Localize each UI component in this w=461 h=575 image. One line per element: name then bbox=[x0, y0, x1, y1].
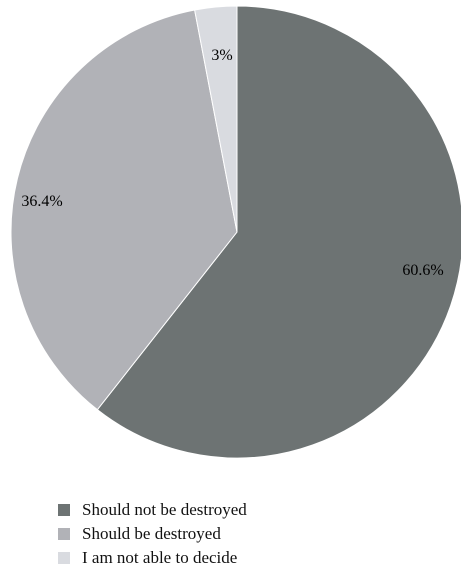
pie-slice-should-not-be-destroyed bbox=[96, 5, 461, 459]
legend-label-should-not-be-destroyed: Should not be destroyed bbox=[82, 500, 247, 519]
legend-item-should-not-be-destroyed: Should not be destroyed bbox=[58, 498, 247, 522]
legend-label-not-able-to-decide: I am not able to decide bbox=[82, 548, 238, 567]
pie-slice-should-be-destroyed bbox=[10, 9, 238, 411]
legend-item-not-able-to-decide: I am not able to decide bbox=[58, 546, 247, 570]
pie-slice-i-am-not-able-to-decide bbox=[194, 5, 238, 233]
legend-swatch-should-not-be-destroyed bbox=[58, 504, 70, 516]
legend-swatch-should-be-destroyed bbox=[58, 528, 70, 540]
slice-label-i-am-not-able-to-decide: 3% bbox=[211, 47, 232, 64]
legend-item-should-be-destroyed: Should be destroyed bbox=[58, 522, 247, 546]
legend-label-should-be-destroyed: Should be destroyed bbox=[82, 524, 221, 543]
legend: Should not be destroyed Should be destro… bbox=[58, 498, 247, 570]
slice-label-should-be-destroyed: 36.4% bbox=[21, 193, 62, 210]
pie-chart-canvas: 60.6% 36.4% 3% bbox=[10, 5, 461, 459]
legend-swatch-not-able-to-decide bbox=[58, 552, 70, 564]
slice-label-should-not-be-destroyed: 60.6% bbox=[402, 262, 443, 279]
